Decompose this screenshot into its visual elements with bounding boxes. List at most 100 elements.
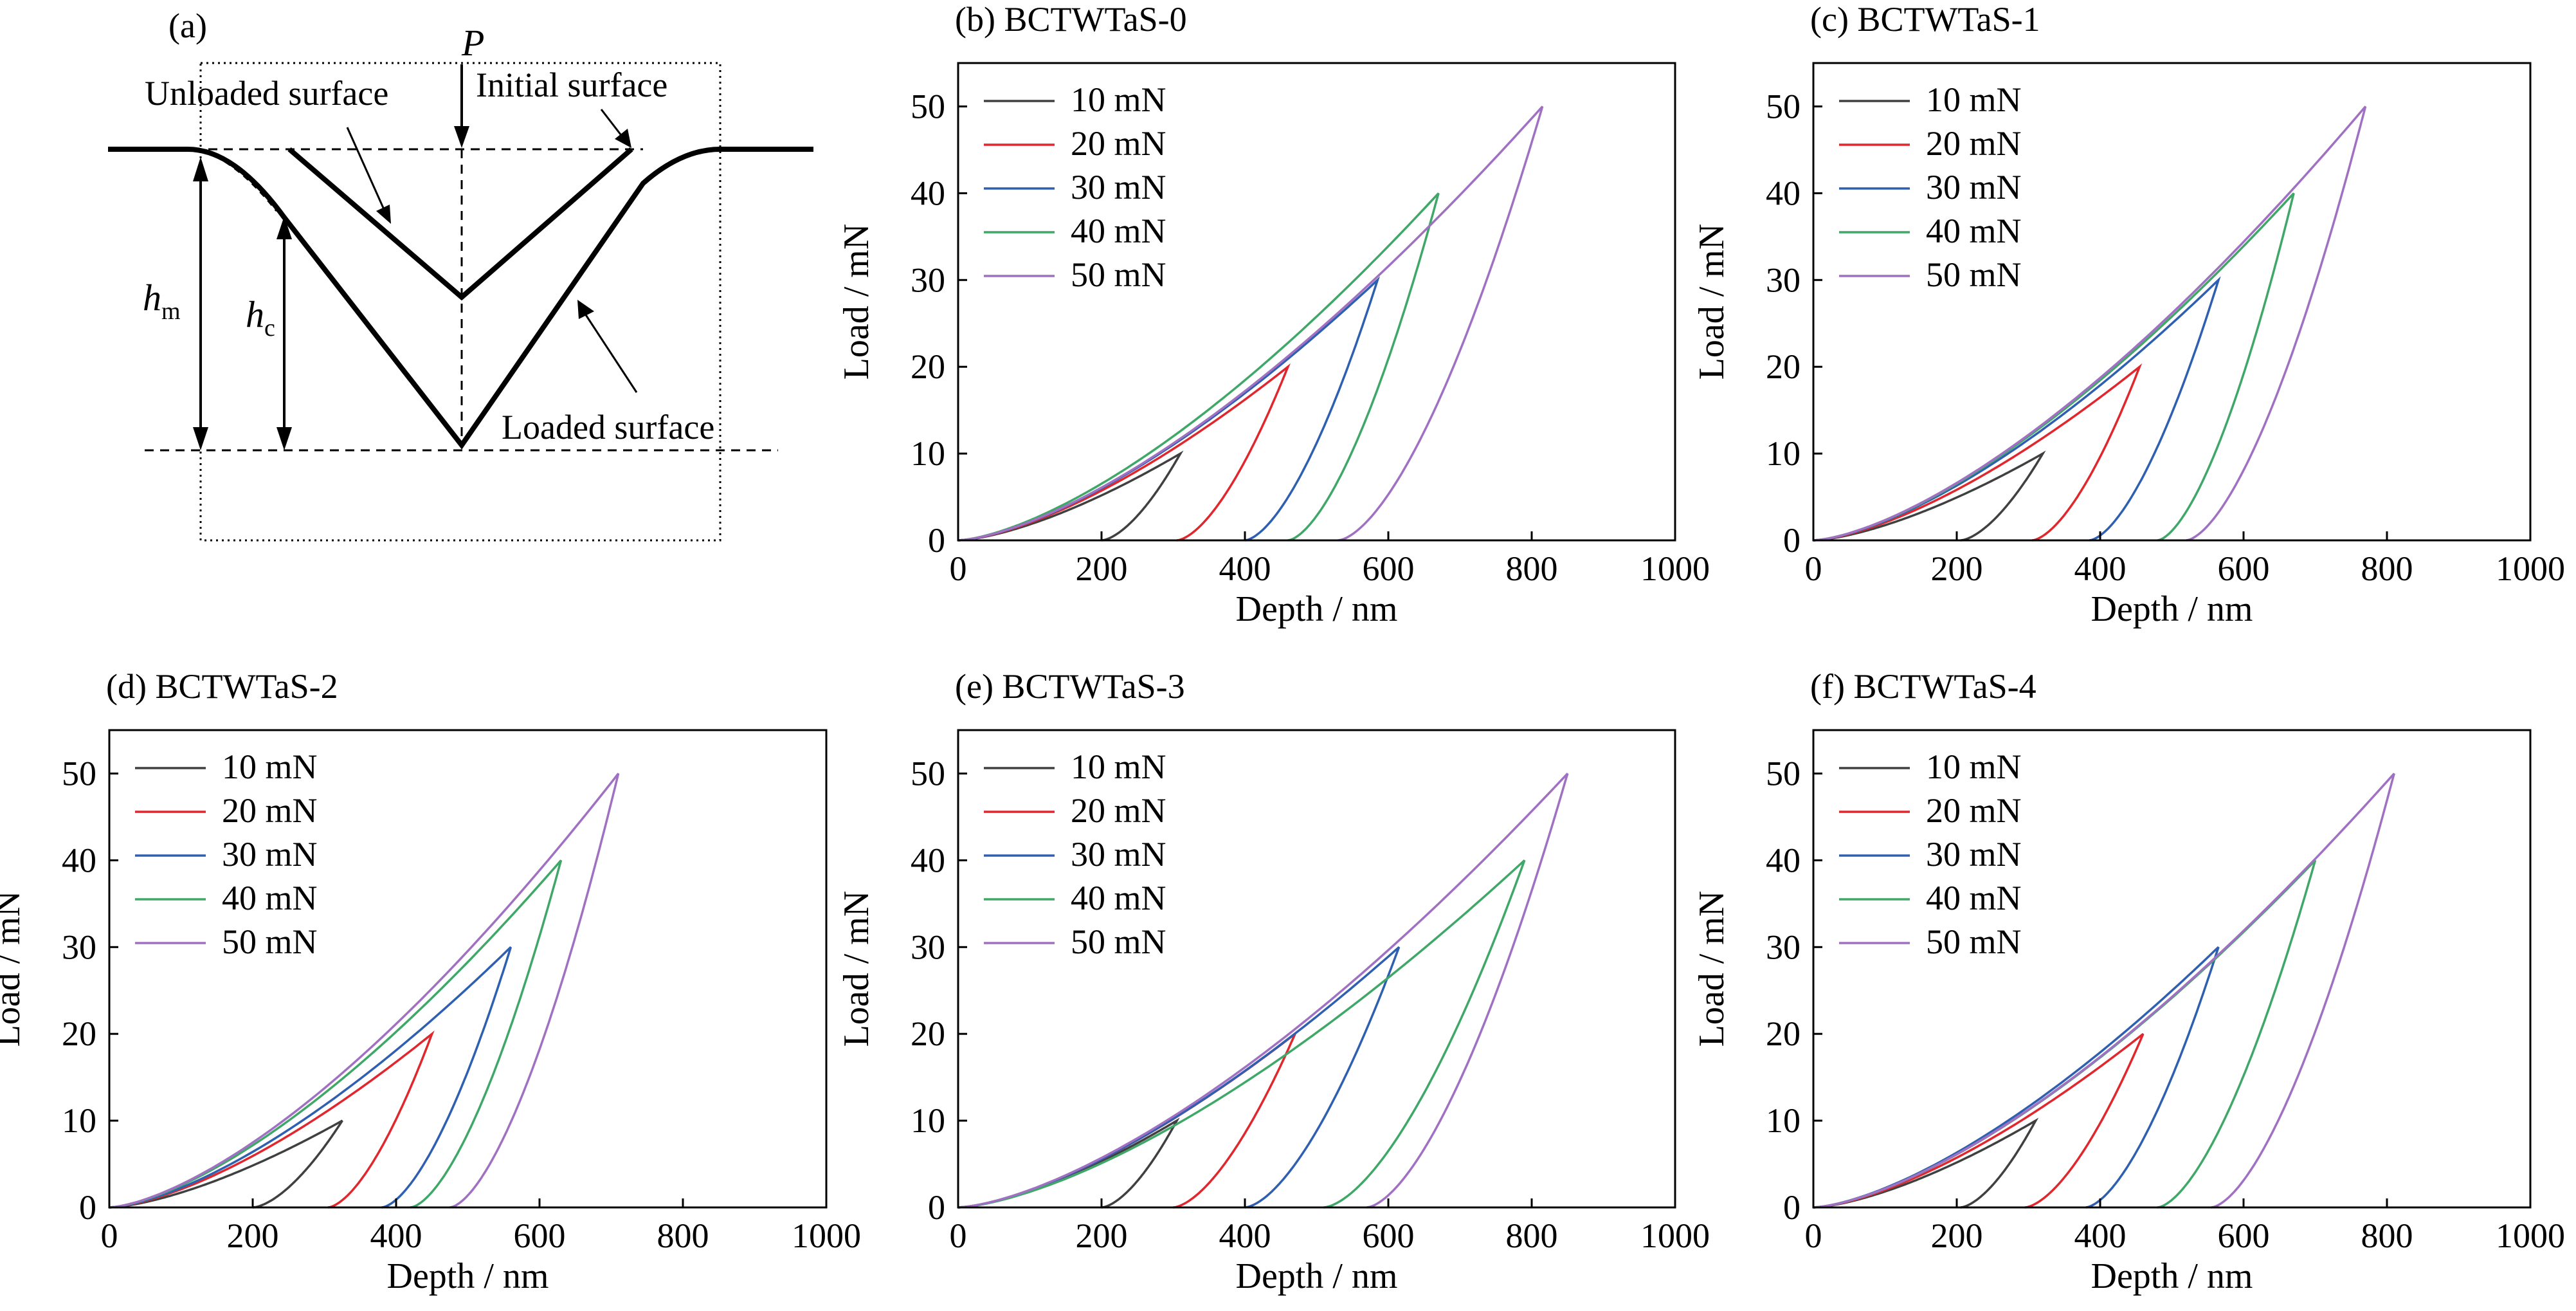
x-tick-label: 600	[1363, 549, 1415, 588]
x-axis-label: Depth / nm	[1236, 589, 1398, 629]
unloaded-surface-label: Unloaded surface	[145, 74, 388, 113]
x-tick-label: 400	[1219, 1216, 1271, 1255]
legend-label-30-mn: 30 mN	[222, 835, 318, 874]
legend-label-10-mn: 10 mN	[1926, 80, 2022, 119]
plot-frame	[1812, 729, 2532, 1209]
series-line-30-mn	[109, 946, 512, 1209]
series-line-20-mn	[1813, 363, 2143, 542]
hm-label: hm	[143, 277, 181, 325]
legend-label-30-mn: 30 mN	[1926, 835, 2022, 874]
chart-bctwtas-0: (b) BCTWTaS-0 0 200 400 600 800 1000 0 10 20 30 40 5…	[837, 0, 1710, 629]
y-tick-label: 10	[911, 1101, 945, 1140]
y-tick-label: 40	[1766, 174, 1800, 212]
y-tick-label: 20	[911, 1014, 945, 1053]
y-tick-label: 20	[62, 1014, 96, 1053]
legend-label-30-mn: 30 mN	[1926, 168, 2022, 206]
loaded-pointer	[584, 313, 638, 393]
y-tick-label: 40	[911, 841, 945, 879]
x-tick-label: 800	[1506, 1216, 1558, 1255]
y-tick-label: 50	[1766, 87, 1800, 125]
x-axis-label: Depth / nm	[2091, 1256, 2253, 1296]
series-line-50-mn	[1813, 105, 2367, 542]
legend-label-20-mn: 20 mN	[1926, 124, 2022, 163]
x-tick-label: 600	[2218, 549, 2270, 588]
x-tick-label: 1000	[792, 1216, 861, 1255]
y-tick-label: 30	[911, 261, 945, 299]
x-tick-label: 1000	[1640, 549, 1710, 588]
initial-surface-label: Initial surface	[476, 66, 667, 104]
schematic-label: (a)	[168, 6, 207, 45]
plot-frame	[957, 729, 1676, 1209]
legend-label-30-mn: 30 mN	[1071, 168, 1166, 206]
y-tick-label: 40	[1766, 841, 1800, 879]
x-tick-label: 800	[2361, 1216, 2413, 1255]
chart-bctwtas-3: (e) BCTWTaS-3 0 200 400 600 800 1000 0 10 20 30 40 5…	[837, 667, 1710, 1296]
y-axis-label: Load / mN	[1692, 224, 1732, 380]
series-line-10-mn	[957, 450, 1184, 542]
hm-arrow-head-bottom	[193, 427, 208, 450]
chart-title: (e) BCTWTaS-3	[955, 667, 1185, 706]
x-tick-label: 200	[1076, 549, 1128, 588]
y-tick-label: 10	[911, 434, 945, 473]
y-tick-label: 40	[911, 174, 945, 212]
hc-label: hc	[246, 293, 275, 342]
x-tick-label: 200	[227, 1216, 279, 1255]
series-line-10-mn	[1813, 1117, 2039, 1209]
x-tick-label: 600	[1363, 1216, 1415, 1255]
x-tick-label: 200	[1931, 1216, 1983, 1255]
x-tick-label: 0	[950, 1216, 967, 1255]
y-tick-label: 20	[1766, 1014, 1800, 1053]
x-tick-label: 400	[370, 1216, 422, 1255]
legend-label-30-mn: 30 mN	[1071, 835, 1166, 874]
x-axis-label: Depth / nm	[2091, 589, 2253, 629]
series-line-20-mn	[957, 1030, 1298, 1209]
force-label: P	[461, 22, 484, 64]
unloaded-pointer-head	[376, 205, 391, 224]
legend-label-50-mn: 50 mN	[1071, 922, 1166, 961]
hc-arrow-head-top	[277, 216, 292, 239]
series-line-50-mn	[1813, 773, 2395, 1209]
series-line-10-mn	[109, 1119, 343, 1209]
x-tick-label: 800	[1506, 549, 1558, 588]
y-axis-label: Load / mN	[0, 891, 28, 1047]
y-axis-label: Load / mN	[837, 891, 876, 1047]
legend-label-10-mn: 10 mN	[1071, 80, 1166, 119]
x-tick-label: 400	[2074, 1216, 2127, 1255]
legend-label-50-mn: 50 mN	[1071, 255, 1166, 294]
legend-label-40-mn: 40 mN	[222, 879, 318, 917]
series-line-50-mn	[109, 773, 620, 1209]
y-tick-label: 50	[62, 754, 96, 793]
series-line-30-mn	[957, 946, 1401, 1209]
x-tick-label: 0	[1805, 549, 1822, 588]
y-tick-label: 30	[911, 928, 945, 966]
series-line-20-mn	[1813, 1032, 2145, 1209]
x-tick-label: 1000	[2496, 549, 2565, 588]
series-line-10-mn	[1813, 450, 2046, 542]
x-tick-label: 1000	[1640, 1216, 1710, 1255]
plot-frame	[1812, 62, 2532, 542]
y-tick-label: 20	[911, 347, 945, 386]
x-tick-label: 400	[1219, 549, 1271, 588]
chart-title: (d) BCTWTaS-2	[106, 667, 338, 706]
series-line-50-mn	[957, 105, 1544, 542]
loaded-pointer-head	[577, 300, 594, 319]
series-line-40-mn	[109, 859, 563, 1209]
legend-label-10-mn: 10 mN	[222, 747, 318, 786]
y-tick-label: 20	[1766, 347, 1800, 386]
series-line-30-mn	[1813, 946, 2220, 1209]
series-line-40-mn	[1813, 859, 2317, 1209]
y-tick-label: 10	[1766, 434, 1800, 473]
series-line-30-mn	[1813, 276, 2221, 542]
y-tick-label: 50	[911, 87, 945, 125]
hc-arrow-head-bottom	[277, 427, 292, 450]
y-tick-label: 0	[1783, 521, 1800, 560]
loaded-surface-label: Loaded surface	[502, 408, 714, 446]
chart-bctwtas-1: (c) BCTWTaS-1 0 200 400 600 800 1000 0 10 20 30 40 5…	[1692, 0, 2565, 629]
chart-bctwtas-4: (f) BCTWTaS-4 0 200 400 600 800 1000 0 10 20 30 40 5…	[1692, 667, 2565, 1296]
y-tick-label: 0	[928, 521, 945, 560]
legend-label-50-mn: 50 mN	[1926, 255, 2022, 294]
y-tick-label: 0	[79, 1188, 96, 1227]
schematic-panel: (a) P Unloaded surface Initial surface L…	[108, 6, 813, 542]
y-tick-label: 50	[911, 754, 945, 793]
y-tick-label: 40	[62, 841, 96, 879]
